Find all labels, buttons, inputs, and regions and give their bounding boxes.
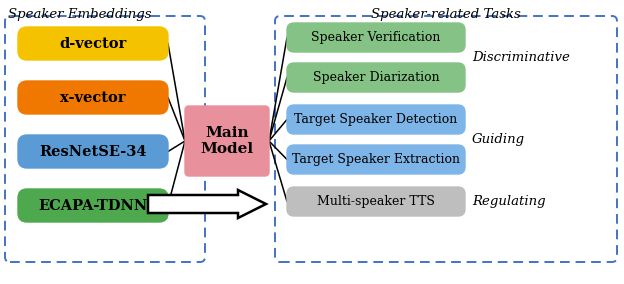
Text: Speaker Embeddings: Speaker Embeddings <box>8 8 152 21</box>
FancyBboxPatch shape <box>185 106 269 176</box>
FancyBboxPatch shape <box>287 63 465 92</box>
Text: Speaker-related Tasks: Speaker-related Tasks <box>371 8 521 21</box>
Text: Speaker Verification: Speaker Verification <box>311 31 441 44</box>
Text: Main
Model: Main Model <box>200 126 253 156</box>
Text: Guiding: Guiding <box>472 133 525 146</box>
Text: x-vector: x-vector <box>61 91 126 105</box>
FancyBboxPatch shape <box>18 189 168 222</box>
FancyBboxPatch shape <box>18 135 168 168</box>
Polygon shape <box>148 190 266 218</box>
FancyBboxPatch shape <box>287 23 465 52</box>
FancyBboxPatch shape <box>18 81 168 114</box>
Text: Target Speaker Extraction: Target Speaker Extraction <box>292 153 460 166</box>
FancyBboxPatch shape <box>18 27 168 60</box>
Text: ECAPA-TDNN: ECAPA-TDNN <box>38 199 148 212</box>
FancyBboxPatch shape <box>287 145 465 174</box>
Text: Target Speaker Detection: Target Speaker Detection <box>295 113 457 126</box>
Text: Multi-speaker TTS: Multi-speaker TTS <box>317 195 435 208</box>
FancyBboxPatch shape <box>287 105 465 134</box>
Text: ResNetSE-34: ResNetSE-34 <box>39 145 147 158</box>
FancyBboxPatch shape <box>287 187 465 216</box>
Text: Speaker Diarization: Speaker Diarization <box>313 71 439 84</box>
Text: d-vector: d-vector <box>59 37 127 51</box>
Text: Discriminative: Discriminative <box>472 51 570 64</box>
Text: Regulating: Regulating <box>472 195 545 208</box>
